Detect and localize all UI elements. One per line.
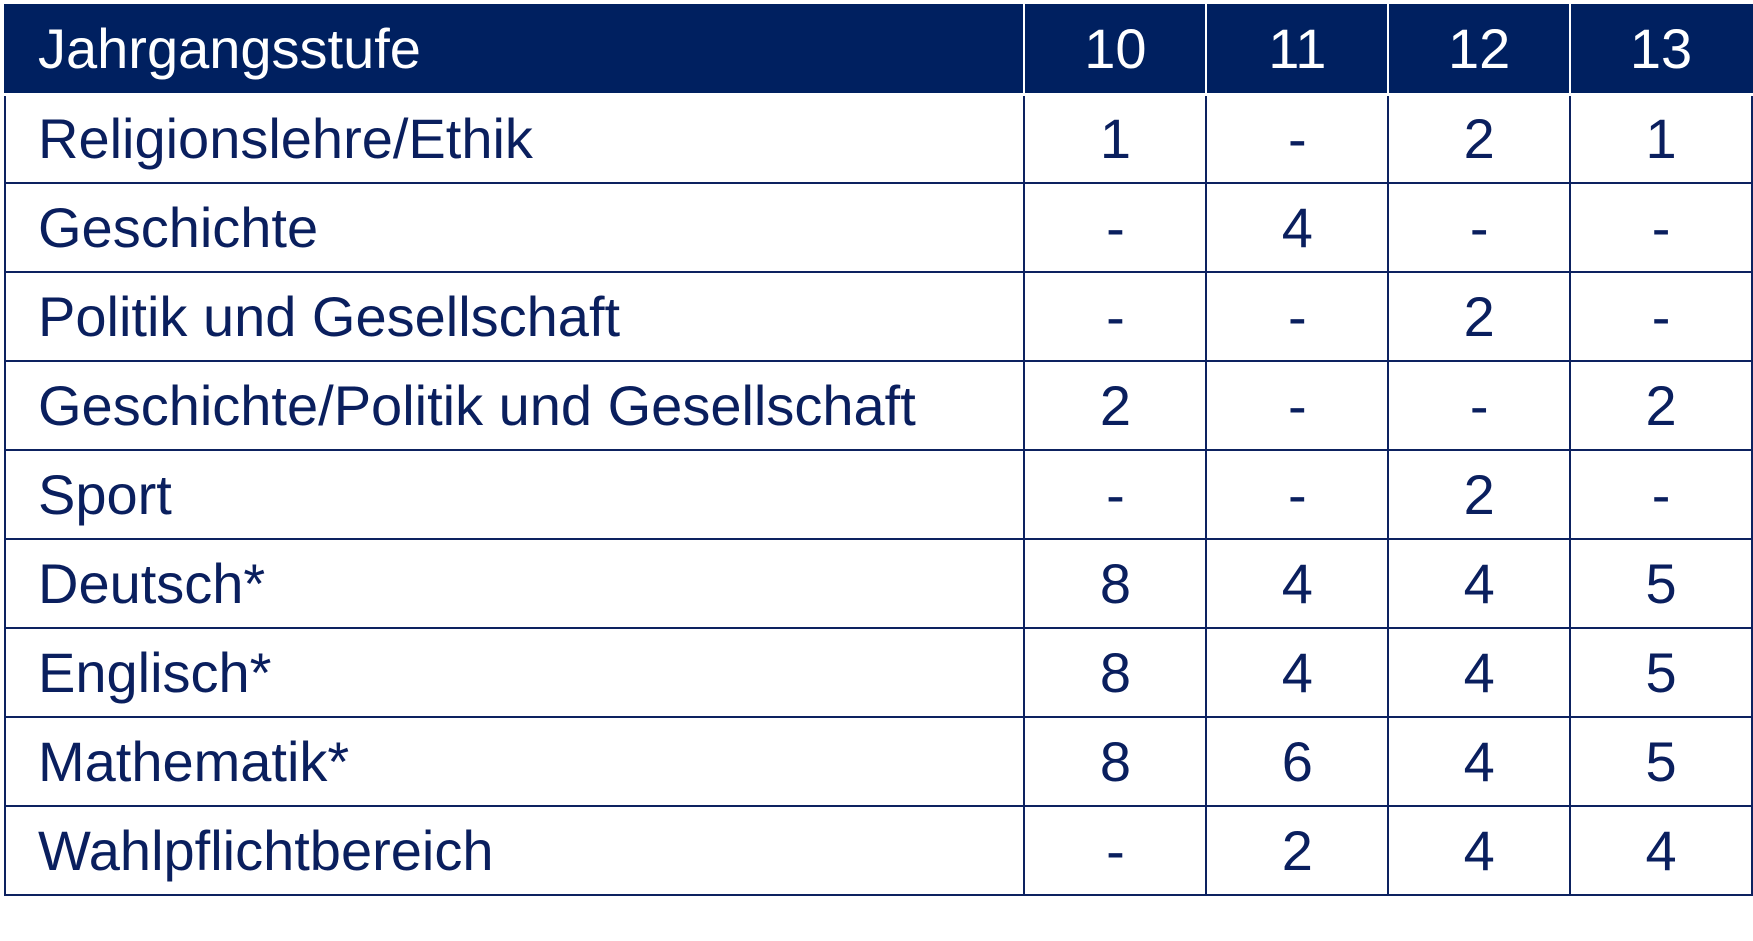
hours-cell-grade-13: 2	[1569, 360, 1753, 451]
hours-table: Jahrgangsstufe 10 11 12 13 Religionslehr…	[3, 4, 1753, 896]
hours-cell-grade-10: -	[1023, 805, 1208, 896]
table-row: Sport - -2-	[3, 449, 1753, 540]
hours-cell-grade-10: 2	[1023, 360, 1208, 451]
table-row: Englisch* 8 4 4 5	[3, 627, 1753, 718]
hours-cell-grade-13: -	[1569, 182, 1753, 273]
table-row: Mathematik* 8 6 4 5	[3, 716, 1753, 807]
hours-cell-grade-11: 2	[1205, 805, 1390, 896]
hours-cell-grade-10: 1	[1023, 93, 1208, 184]
hours-cell-grade-13: 4	[1569, 805, 1753, 896]
subject-cell: Sport	[3, 449, 1026, 540]
subject-cell: Religionslehre/Ethik	[3, 93, 1026, 184]
hours-cell-grade-12: 4	[1387, 627, 1572, 718]
hours-cell-grade-13: 5	[1569, 627, 1753, 718]
table-row: Wahlpflichtbereich -2 4 4	[3, 805, 1753, 896]
subject-cell: Politik und Gesellschaft	[3, 271, 1026, 362]
hours-cell-grade-10: 8	[1023, 716, 1208, 807]
hours-cell-grade-13: 1	[1569, 93, 1753, 184]
header-row: Jahrgangsstufe 10 11 12 13	[3, 4, 1753, 96]
hours-cell-grade-10: -	[1023, 449, 1208, 540]
hours-cell-grade-12: 2	[1387, 93, 1572, 184]
header-grade-13: 13	[1569, 4, 1753, 96]
hours-cell-grade-12: 2	[1387, 449, 1572, 540]
hours-cell-grade-10: -	[1023, 182, 1208, 273]
hours-cell-grade-12: 4	[1387, 805, 1572, 896]
hours-cell-grade-12: 4	[1387, 538, 1572, 629]
hours-cell-grade-11: -	[1205, 360, 1390, 451]
header-label-jahrgangsstufe: Jahrgangsstufe	[3, 4, 1026, 96]
subject-cell: Englisch*	[3, 627, 1026, 718]
subject-cell: Mathematik*	[3, 716, 1026, 807]
hours-cell-grade-11: 4	[1205, 182, 1390, 273]
table-header: Jahrgangsstufe 10 11 12 13	[3, 4, 1753, 96]
hours-cell-grade-10: -	[1023, 271, 1208, 362]
table-row: Politik und Gesellschaft - -2-	[3, 271, 1753, 362]
table-row: Deutsch* 8 4 4 5	[3, 538, 1753, 629]
hours-cell-grade-13: 5	[1569, 716, 1753, 807]
header-grade-10: 10	[1023, 4, 1208, 96]
subject-cell: Wahlpflichtbereich	[3, 805, 1026, 896]
hours-cell-grade-12: 2	[1387, 271, 1572, 362]
hours-cell-grade-12: -	[1387, 182, 1572, 273]
header-grade-11: 11	[1205, 4, 1390, 96]
hours-cell-grade-11: -	[1205, 271, 1390, 362]
hours-cell-grade-10: 8	[1023, 538, 1208, 629]
table-row: Geschichte/Politik und Gesellschaft 2- -2	[3, 360, 1753, 451]
hours-cell-grade-11: 4	[1205, 538, 1390, 629]
subject-cell: Geschichte	[3, 182, 1026, 273]
hours-cell-grade-13: -	[1569, 271, 1753, 362]
table-row: Religionslehre/Ethik 1-2 1	[3, 93, 1753, 184]
hours-cell-grade-11: -	[1205, 449, 1390, 540]
table-row: Geschichte -4- -	[3, 182, 1753, 273]
hours-cell-grade-10: 8	[1023, 627, 1208, 718]
table-body: Religionslehre/Ethik 1-2 1 Geschichte -4- - Po…	[3, 93, 1753, 896]
hours-cell-grade-11: 4	[1205, 627, 1390, 718]
hours-cell-grade-13: -	[1569, 449, 1753, 540]
hours-cell-grade-11: 6	[1205, 716, 1390, 807]
subject-cell: Deutsch*	[3, 538, 1026, 629]
hours-cell-grade-13: 5	[1569, 538, 1753, 629]
hours-cell-grade-12: -	[1387, 360, 1572, 451]
hours-cell-grade-12: 4	[1387, 716, 1572, 807]
hours-cell-grade-11: -	[1205, 93, 1390, 184]
header-grade-12: 12	[1387, 4, 1572, 96]
subject-cell: Geschichte/Politik und Gesellschaft	[3, 360, 1026, 451]
